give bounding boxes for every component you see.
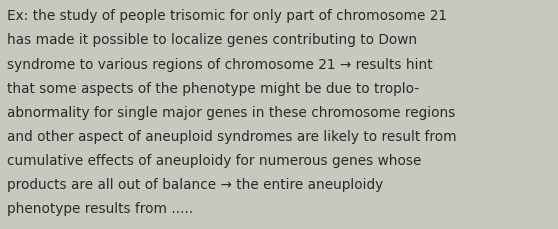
Text: products are all out of balance → the entire aneuploidy: products are all out of balance → the en…	[7, 177, 383, 191]
Text: phenotype results from .....: phenotype results from .....	[7, 202, 194, 215]
Text: Ex: the study of people trisomic for only part of chromosome 21: Ex: the study of people trisomic for onl…	[7, 9, 448, 23]
Text: cumulative effects of aneuploidy for numerous genes whose: cumulative effects of aneuploidy for num…	[7, 153, 422, 167]
Text: syndrome to various regions of chromosome 21 → results hint: syndrome to various regions of chromosom…	[7, 57, 433, 71]
Text: has made it possible to localize genes contributing to Down: has made it possible to localize genes c…	[7, 33, 417, 47]
Text: that some aspects of the phenotype might be due to troplo-: that some aspects of the phenotype might…	[7, 81, 420, 95]
Text: abnormality for single major genes in these chromosome regions: abnormality for single major genes in th…	[7, 105, 456, 119]
Text: and other aspect of aneuploid syndromes are likely to result from: and other aspect of aneuploid syndromes …	[7, 129, 457, 143]
